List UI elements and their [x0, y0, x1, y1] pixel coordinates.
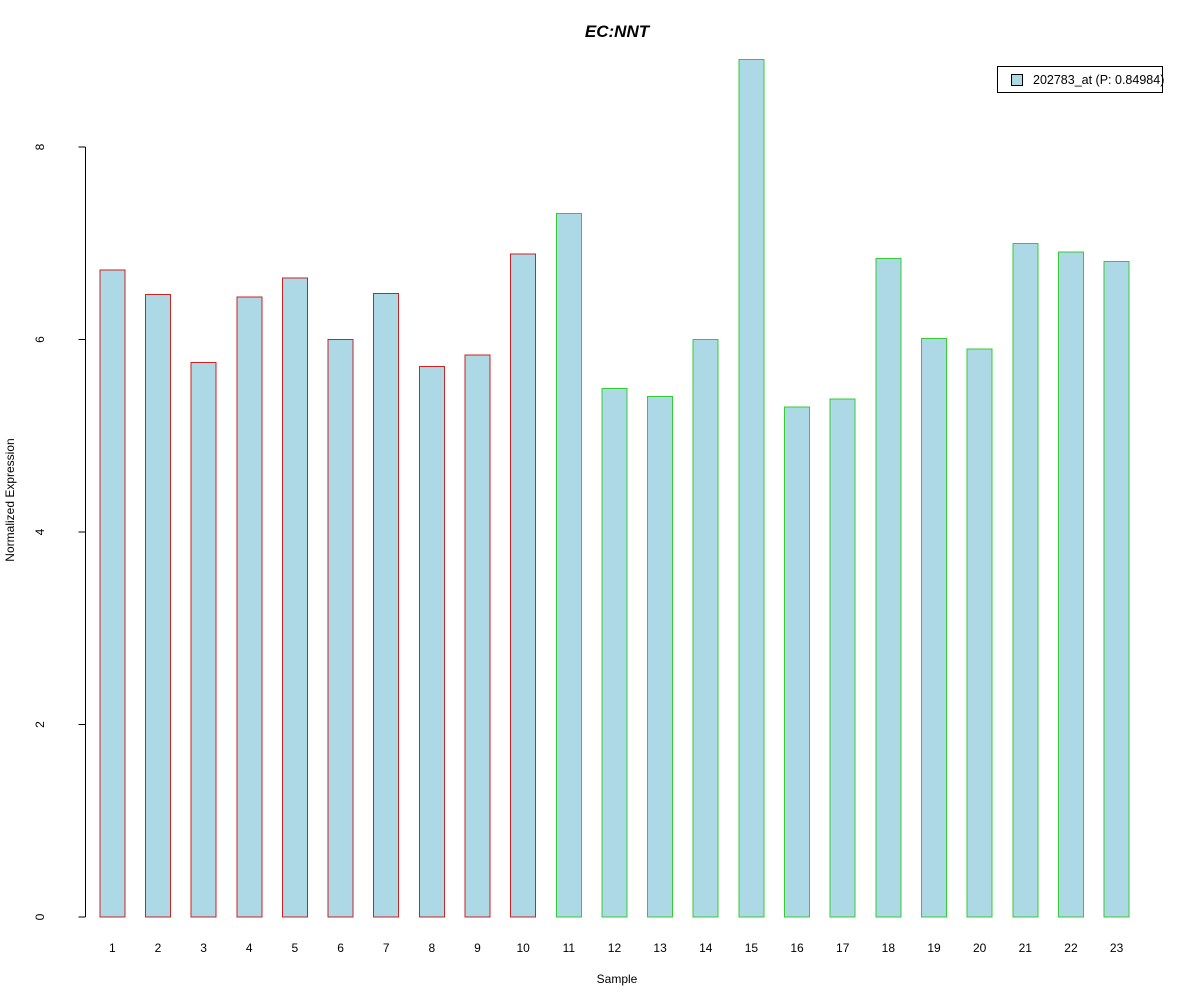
bar-sample-14 [692, 339, 719, 918]
bar-sample-10 [510, 253, 537, 918]
x-tick-label: 22 [1064, 941, 1078, 955]
x-tick-label: 10 [516, 941, 530, 955]
bar-sample-11 [555, 212, 582, 918]
x-tick-label: 17 [836, 941, 850, 955]
bar-sample-3 [190, 362, 217, 918]
bar-sample-19 [921, 338, 947, 918]
x-tick-label: 18 [882, 941, 896, 955]
x-tick-label: 11 [563, 941, 576, 955]
legend-label: 202783_at (P: 0.84984) [1033, 72, 1165, 87]
x-tick-label: 21 [1019, 941, 1033, 955]
bar-sample-12 [601, 388, 628, 918]
bar-sample-7 [373, 292, 400, 918]
bar-sample-1 [99, 269, 126, 918]
bar-sample-5 [281, 277, 308, 918]
bar-sample-15 [738, 58, 765, 918]
bar-sample-9 [464, 354, 491, 918]
bar-sample-18 [875, 258, 902, 918]
bar-sample-6 [327, 339, 354, 918]
bar-sample-16 [784, 406, 810, 918]
x-tick-label: 20 [973, 941, 987, 955]
bar-sample-8 [418, 366, 445, 918]
y-tick-label: 4 [33, 528, 47, 535]
bar-sample-17 [829, 398, 856, 918]
bar-sample-22 [1058, 251, 1084, 918]
bar-sample-2 [144, 293, 171, 918]
x-axis-title: Sample [597, 972, 638, 986]
x-tick-label: 16 [790, 941, 804, 955]
x-tick-label: 12 [608, 941, 622, 955]
legend-swatch-icon [1011, 73, 1023, 86]
x-tick-label: 13 [653, 941, 667, 955]
bar-sample-20 [966, 348, 993, 918]
y-tick-label: 2 [33, 721, 47, 728]
y-tick-label: 0 [33, 913, 47, 920]
bar-sample-4 [236, 296, 263, 918]
x-tick-label: 4 [246, 941, 253, 955]
x-tick-label: 1 [109, 941, 116, 955]
legend: 202783_at (P: 0.84984) [997, 66, 1165, 93]
x-tick-label: 15 [745, 941, 759, 955]
chart-title: EC:NNT [585, 22, 651, 41]
y-axis-title: Normalized Expression [3, 438, 17, 561]
x-tick-labels: 1 2 3 4 5 6 7 8 9 10 11 12 13 14 15 16 17 18 19 20 21 22 23 [109, 941, 1124, 955]
y-tick-label: 8 [33, 143, 47, 150]
x-tick-label: 7 [383, 941, 390, 955]
y-axis: 0 2 4 6 8 [33, 143, 86, 920]
x-tick-label: 3 [200, 941, 207, 955]
x-tick-label: 9 [474, 941, 481, 955]
bars [99, 58, 1130, 918]
y-tick-label: 6 [33, 336, 47, 343]
x-tick-label: 23 [1110, 941, 1124, 955]
bar-sample-21 [1012, 242, 1039, 918]
x-tick-label: 14 [699, 941, 713, 955]
x-tick-label: 6 [337, 941, 344, 955]
x-tick-label: 8 [429, 941, 436, 955]
x-tick-label: 5 [292, 941, 299, 955]
bar-sample-13 [647, 395, 674, 918]
x-tick-label: 19 [927, 941, 941, 955]
bar-sample-23 [1103, 261, 1130, 918]
x-tick-label: 2 [155, 941, 162, 955]
